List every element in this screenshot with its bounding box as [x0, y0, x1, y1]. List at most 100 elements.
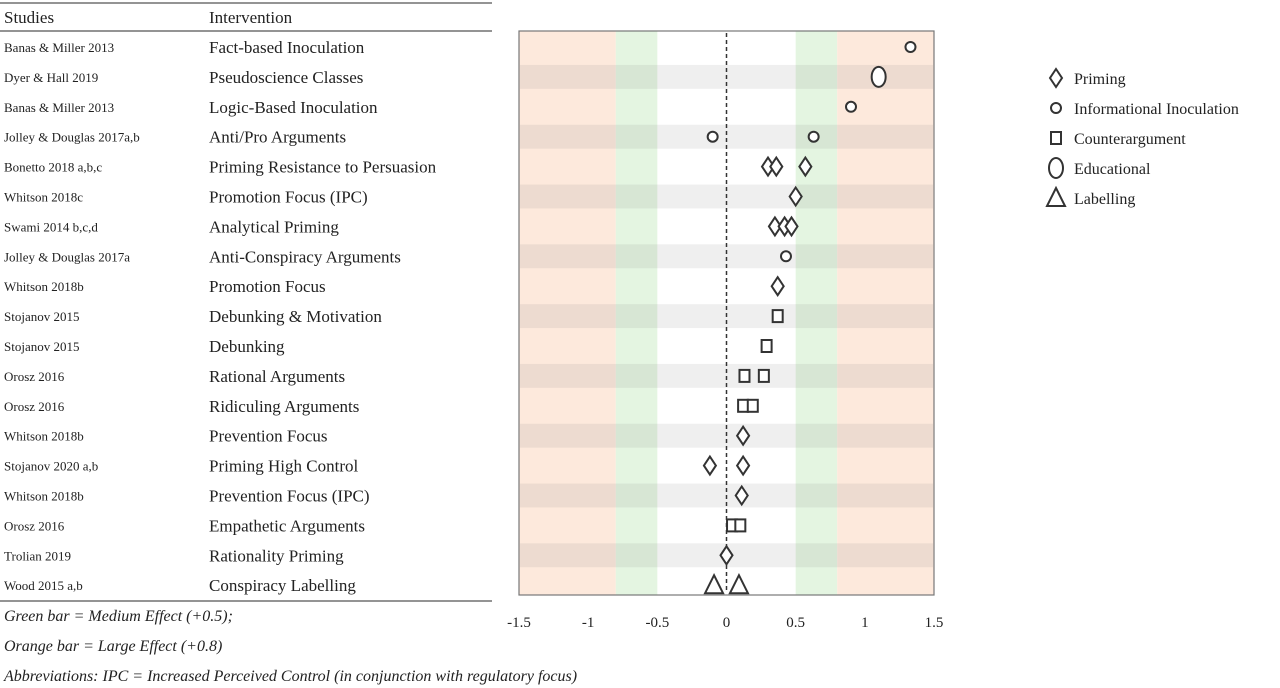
effect-band-1	[615, 31, 658, 595]
effect-band-3	[837, 31, 934, 595]
green-bar-note: Green bar = Medium Effect (+0.5);	[4, 608, 233, 625]
legend-label: Labelling	[1074, 191, 1135, 208]
study-label: Whitson 2018b	[4, 279, 84, 294]
effect-marker-0-0	[904, 41, 917, 53]
effect-marker-1-0	[870, 65, 887, 88]
legend-label: Educational	[1074, 161, 1151, 178]
x-tick-label: -0.5	[645, 615, 669, 631]
effect-marker-14-1	[735, 454, 751, 477]
effect-marker-15-0	[734, 484, 749, 507]
effect-marker-8-0	[770, 275, 785, 298]
legend-marker-triangle	[1045, 185, 1067, 207]
study-label: Whitson 2018c	[4, 190, 83, 205]
study-label: Whitson 2018b	[4, 489, 84, 504]
study-label: Wood 2015 a,b	[4, 578, 83, 593]
effect-marker-17-0	[719, 544, 734, 567]
x-tick-label: -1	[582, 615, 595, 631]
study-label: Whitson 2018b	[4, 429, 84, 444]
legend-marker-ellipse	[1048, 157, 1064, 179]
x-tick-label: -1.5	[507, 615, 531, 631]
plot-frame	[518, 30, 935, 596]
intervention-column-header: Intervention	[209, 8, 293, 27]
intervention-label: Anti-Conspiracy Arguments	[209, 247, 401, 266]
intervention-label: Prevention Focus (IPC)	[209, 487, 370, 506]
study-label: Jolley & Douglas 2017a,b	[4, 130, 140, 145]
orange-bar-note: Orange bar = Large Effect (+0.8)	[4, 638, 222, 655]
legend-marker-diamond	[1048, 67, 1064, 89]
marker-legend: Priming Informational Inoculation Countera…	[1045, 67, 1239, 208]
intervention-label: Prevention Focus	[209, 427, 328, 446]
x-tick-label: 0.5	[786, 615, 805, 631]
row-stripe-3	[520, 124, 933, 149]
intervention-label: Priming Resistance to Persuasion	[209, 158, 437, 177]
study-label: Trolian 2019	[4, 548, 71, 563]
study-label: Orosz 2016	[4, 518, 65, 533]
intervention-label: Analytical Priming	[209, 217, 339, 236]
effect-marker-3-0	[706, 130, 719, 143]
study-label: Swami 2014 b,c,d	[4, 219, 98, 234]
effect-band-0	[519, 31, 616, 595]
intervention-label: Fact-based Inoculation	[209, 38, 365, 57]
study-label: Stojanov 2015	[4, 309, 79, 324]
intervention-label: Debunking	[209, 337, 285, 356]
effect-markers	[702, 41, 917, 595]
effect-marker-2-0	[845, 100, 857, 113]
effect-marker-12-1	[746, 398, 759, 413]
table-rows: Banas & Miller 2013 Fact-based Inoculatio…	[4, 38, 437, 595]
effect-marker-10-0	[760, 339, 773, 353]
effect-marker-5-0	[788, 185, 803, 208]
intervention-label: Promotion Focus	[209, 277, 326, 296]
x-tick-label: 0	[723, 615, 731, 631]
intervention-label: Logic-Based Inoculation	[209, 98, 378, 117]
intervention-label: Empathetic Arguments	[209, 516, 365, 535]
effect-marker-13-0	[735, 424, 751, 447]
effect-marker-4-2	[798, 155, 813, 178]
effect-band-2	[795, 31, 838, 595]
intervention-label: Conspiracy Labelling	[209, 576, 356, 595]
study-label: Bonetto 2018 a,b,c	[4, 160, 102, 175]
intervention-label: Priming High Control	[209, 457, 359, 476]
intervention-label: Pseudoscience Classes	[209, 68, 363, 87]
legend-marker-small-circle	[1050, 102, 1062, 114]
effect-marker-11-1	[757, 368, 770, 383]
row-stripe-7	[520, 244, 933, 269]
legend-label: Informational Inoculation	[1074, 101, 1239, 118]
x-tick-label: 1.5	[925, 615, 944, 631]
abbreviations-note: Abbreviations: IPC = Increased Perceived…	[3, 668, 577, 685]
effect-marker-4-1	[769, 155, 784, 178]
study-label: Banas & Miller 2013	[4, 40, 114, 55]
effect-marker-6-0	[767, 215, 783, 238]
effect-marker-18-0	[703, 572, 725, 595]
study-label: Orosz 2016	[4, 369, 65, 384]
effect-marker-11-0	[738, 368, 751, 383]
study-label: Jolley & Douglas 2017a	[4, 249, 130, 264]
study-label: Stojanov 2020 a,b	[4, 459, 98, 474]
intervention-label: Ridiculing Arguments	[209, 397, 359, 416]
effect-marker-3-1	[807, 130, 820, 143]
effect-marker-18-1	[728, 572, 750, 595]
x-tick-label: 1	[861, 615, 869, 631]
study-label: Banas & Miller 2013	[4, 100, 114, 115]
legend-label: Priming	[1074, 71, 1126, 88]
intervention-label: Debunking & Motivation	[209, 307, 382, 326]
study-label: Orosz 2016	[4, 399, 65, 414]
study-label: Stojanov 2015	[4, 339, 79, 354]
intervention-label: Promotion Focus (IPC)	[209, 188, 368, 207]
intervention-label: Rationality Priming	[209, 546, 344, 565]
legend-label: Counterargument	[1074, 131, 1186, 148]
effect-marker-6-2	[784, 215, 799, 238]
studies-column-header: Studies	[4, 8, 54, 27]
intervention-label: Rational Arguments	[209, 367, 345, 386]
x-axis-ticks: -1.5 -1 -0.5 0 0.5 1 1.5	[507, 615, 943, 631]
intervention-label: Anti/Pro Arguments	[209, 128, 346, 147]
effect-marker-16-1	[734, 518, 747, 533]
effect-marker-14-0	[702, 454, 718, 477]
effect-marker-7-0	[779, 250, 792, 263]
legend-marker-square	[1050, 131, 1062, 145]
effect-marker-12-0	[737, 398, 750, 413]
row-stripe-11	[520, 363, 933, 388]
study-label: Dyer & Hall 2019	[4, 70, 98, 85]
effect-marker-9-0	[771, 309, 784, 324]
effect-size-bands	[519, 31, 934, 595]
